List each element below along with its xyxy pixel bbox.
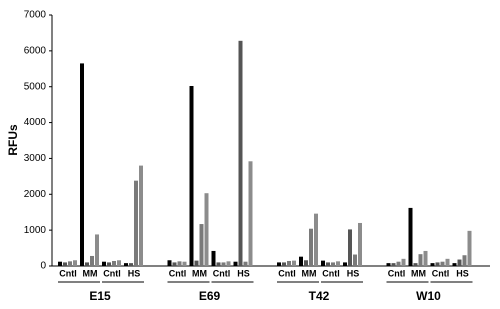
y-tick-label: 0 [40,261,46,272]
bar [243,261,248,266]
bar [314,213,318,266]
bar [309,228,313,266]
bar [68,261,72,266]
category-label: Cntl [169,268,187,278]
bar [343,262,347,266]
bar [467,230,472,266]
bar [353,254,357,266]
bar [435,262,440,266]
bar [445,258,450,266]
category-label: HS [237,268,250,278]
y-tick-label: 4000 [24,117,47,128]
bar [418,254,423,266]
bar [233,261,238,266]
bar [440,261,445,266]
bar [396,261,401,266]
bar [85,262,89,266]
bar [95,234,99,266]
bar [221,262,226,266]
category-label: Cntl [278,268,296,278]
bar [408,207,413,266]
bar [102,261,106,266]
bar [321,260,325,266]
bar [73,260,77,266]
bar [277,262,281,266]
bar [211,250,216,266]
bar [117,260,121,266]
bar [124,263,128,266]
bar [139,165,143,266]
bar [292,260,296,266]
bar [199,224,204,266]
bar [204,193,209,266]
group-label: E15 [89,289,111,303]
bar [80,63,84,267]
category-label: Cntl [59,268,77,278]
bar [304,260,308,266]
y-axis-label: RFUs [6,124,20,156]
category-label: MM [411,268,426,278]
bar [238,40,243,267]
category-label: Cntl [388,268,406,278]
bar [90,255,94,266]
category-label: HS [347,268,360,278]
category-label: HS [128,268,141,278]
bar [287,260,291,266]
y-tick-label: 3000 [24,153,47,164]
group-label: W10 [416,289,441,303]
bar [348,229,352,266]
bar [248,161,253,266]
bar [452,263,457,266]
bar [299,256,303,266]
y-tick-label: 7000 [24,10,47,21]
bar [423,250,428,266]
bar [336,261,340,266]
bar [189,85,194,266]
y-tick-label: 2000 [24,189,47,200]
bar [226,261,231,266]
bar [358,222,362,266]
category-label: MM [83,268,98,278]
bar [462,255,467,266]
category-label: Cntl [103,268,121,278]
category-label: Cntl [322,268,340,278]
bar [326,262,330,266]
bar [282,262,286,266]
bar [107,262,111,266]
category-label: MM [192,268,207,278]
group-label: E69 [199,289,221,303]
group-label: T42 [309,289,330,303]
bar [167,260,172,266]
bar [430,263,435,266]
category-label: Cntl [432,268,450,278]
bar [386,263,391,266]
bar [457,259,462,266]
y-tick-label: 6000 [24,45,47,56]
y-tick-label: 5000 [24,81,47,92]
bar [413,263,418,266]
bar [177,261,182,266]
bar [331,262,335,266]
bar [172,262,177,266]
bar [58,261,62,266]
y-tick-label: 1000 [24,225,47,236]
bar [182,261,187,266]
category-label: Cntl [213,268,231,278]
bar [129,263,133,266]
bar [216,262,221,266]
bar [194,260,199,266]
bar [134,180,138,266]
category-label: MM [302,268,317,278]
bar [63,262,67,266]
bar [401,258,406,266]
bar [391,263,396,266]
category-label: HS [456,268,469,278]
bar [112,260,116,266]
